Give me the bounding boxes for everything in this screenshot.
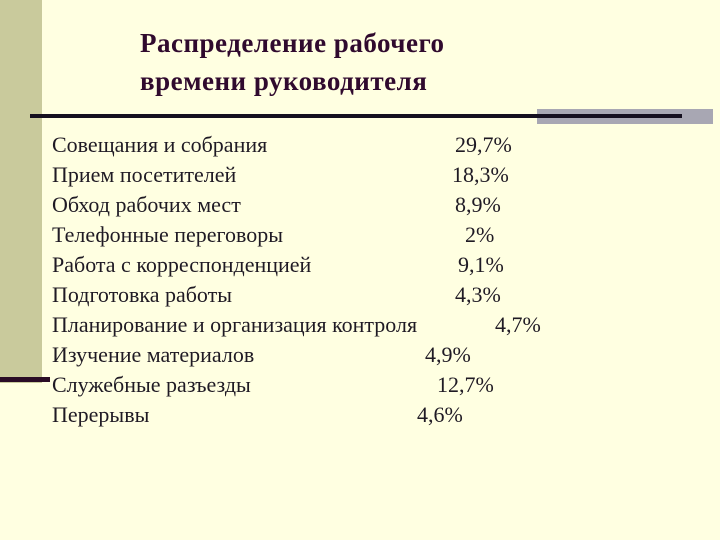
list-item: Прием посетителей 18,3% (52, 160, 692, 190)
activity-label: Работа с корреспонденцией (52, 252, 312, 277)
title-underline-rule (30, 114, 682, 118)
left-bar-end-rule (0, 377, 50, 382)
activity-label: Изучение материалов (52, 342, 255, 367)
time-distribution-list: Совещания и собрания 29,7% Прием посетит… (52, 130, 692, 430)
slide-title-line-2: времени руководителя (140, 66, 428, 96)
list-item: Работа с корреспонденцией 9,1% (52, 250, 692, 280)
slide-title-line-1: Распределение рабочего (140, 28, 445, 58)
activity-percentage: 18,3% (452, 162, 509, 187)
activity-label: Обход рабочих мест (52, 192, 241, 217)
activity-label: Планирование и организация контроля (52, 312, 418, 337)
activity-label: Служебные разъезды (52, 372, 251, 397)
activity-label: Телефонные переговоры (52, 222, 284, 247)
activity-percentage: 2% (465, 222, 495, 247)
activity-percentage: 8,9% (455, 192, 501, 217)
list-item: Перерывы 4,6% (52, 400, 692, 430)
list-item: Обход рабочих мест 8,9% (52, 190, 692, 220)
activity-label: Перерывы (52, 402, 150, 427)
activity-percentage: 9,1% (458, 252, 504, 277)
activity-label: Прием посетителей (52, 162, 237, 187)
list-item: Служебные разъезды 12,7% (52, 370, 692, 400)
list-item: Совещания и собрания 29,7% (52, 130, 692, 160)
list-item: Подготовка работы 4,3% (52, 280, 692, 310)
activity-percentage: 4,7% (495, 312, 541, 337)
activity-percentage: 4,6% (417, 402, 463, 427)
left-accent-bar (0, 0, 42, 383)
list-item: Телефонные переговоры 2% (52, 220, 692, 250)
activity-percentage: 29,7% (455, 132, 512, 157)
activity-label: Подготовка работы (52, 282, 233, 307)
list-item: Планирование и организация контроля 4,7% (52, 310, 692, 340)
activity-percentage: 4,3% (455, 282, 501, 307)
activity-percentage: 12,7% (437, 372, 494, 397)
list-item: Изучение материалов 4,9% (52, 340, 692, 370)
slide-title: Распределение рабочего времени руководит… (140, 24, 660, 100)
activity-label: Совещания и собрания (52, 132, 268, 157)
activity-percentage: 4,9% (425, 342, 471, 367)
